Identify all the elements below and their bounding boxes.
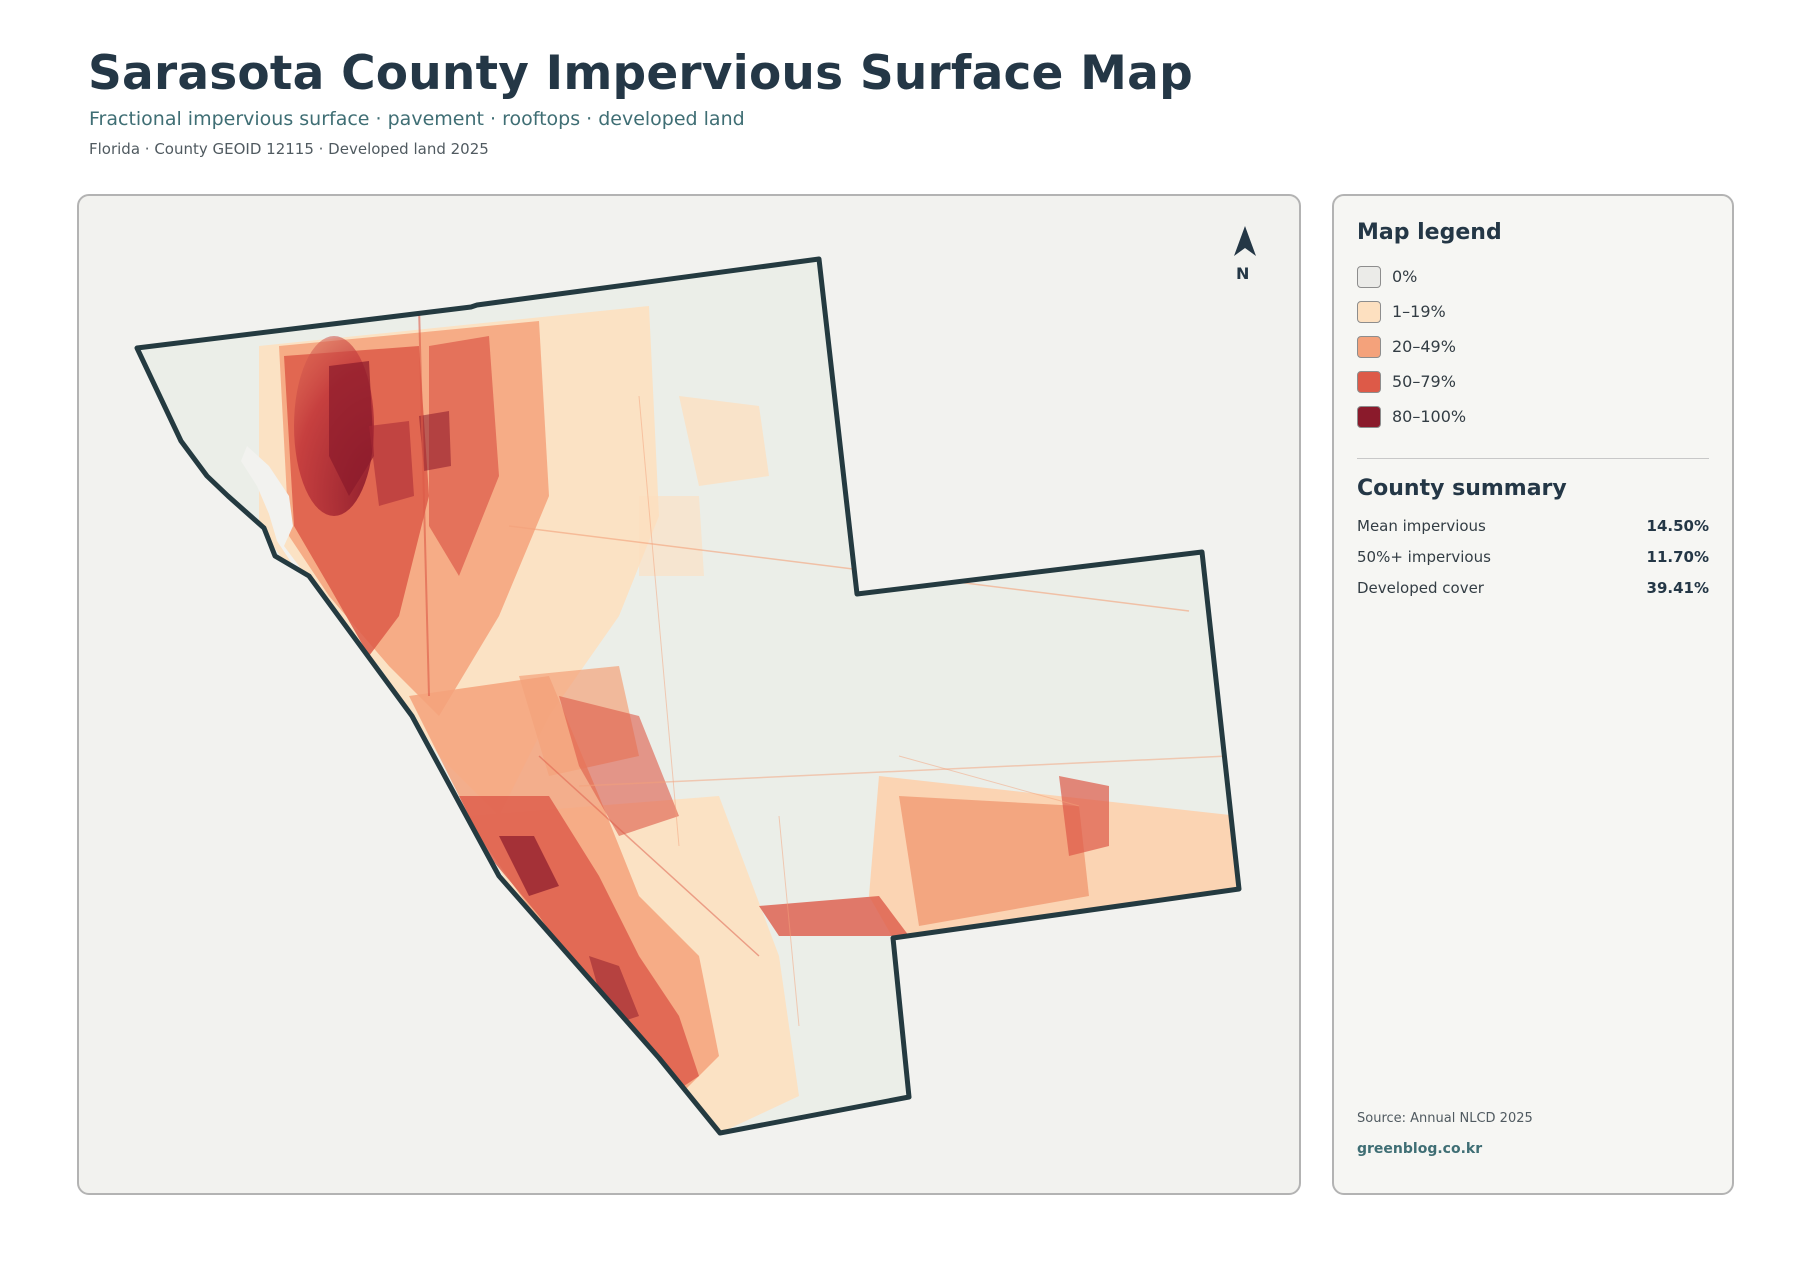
legend-label: 0% xyxy=(1392,267,1418,286)
stat-value: 11.70% xyxy=(1646,548,1709,566)
stat-row-50plus: 50%+ impervious 11.70% xyxy=(1357,548,1709,568)
legend-label: 1–19% xyxy=(1392,302,1446,321)
bay-water xyxy=(241,446,334,626)
legend-swatch xyxy=(1357,266,1381,288)
north-arrow-icon xyxy=(1234,226,1256,256)
impervious-raster xyxy=(259,305,1239,1133)
legend-label: 50–79% xyxy=(1392,372,1456,391)
summary-title: County summary xyxy=(1357,476,1567,501)
stat-row-developed: Developed cover 39.41% xyxy=(1357,579,1709,599)
stat-label: Mean impervious xyxy=(1357,517,1486,535)
side-panel: Map legend 0% 1–19% 20–49% 50–79% 80–100… xyxy=(1332,194,1734,1195)
legend-title: Map legend xyxy=(1357,220,1502,245)
legend-label: 20–49% xyxy=(1392,337,1456,356)
legend-swatch xyxy=(1357,371,1381,393)
site-link[interactable]: greenblog.co.kr xyxy=(1357,1141,1483,1157)
legend-swatch xyxy=(1357,301,1381,323)
county-map[interactable] xyxy=(79,196,1301,1195)
page-title: Sarasota County Impervious Surface Map xyxy=(88,46,1193,101)
legend-label: 80–100% xyxy=(1392,407,1467,426)
stat-row-mean: Mean impervious 14.50% xyxy=(1357,517,1709,537)
page-subtitle: Fractional impervious surface · pavement… xyxy=(89,108,745,130)
page-meta: Florida · County GEOID 12115 · Developed… xyxy=(89,140,489,158)
county-outline xyxy=(134,256,1242,1136)
legend-divider xyxy=(1357,458,1709,459)
legend-swatch xyxy=(1357,336,1381,358)
legend-swatch xyxy=(1357,406,1381,428)
north-label: N xyxy=(1236,264,1250,283)
stat-value: 14.50% xyxy=(1646,517,1709,535)
source-note: Source: Annual NLCD 2025 xyxy=(1357,1111,1533,1126)
stat-label: 50%+ impervious xyxy=(1357,548,1491,566)
stat-value: 39.41% xyxy=(1646,579,1709,597)
stat-label: Developed cover xyxy=(1357,579,1484,597)
map-panel[interactable] xyxy=(77,194,1301,1195)
